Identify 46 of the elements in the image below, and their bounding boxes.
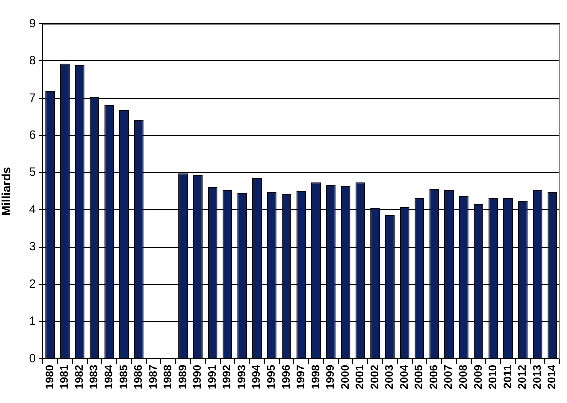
- y-axis-title: Milliards: [0, 166, 14, 216]
- x-tick-label: 1981: [59, 365, 72, 390]
- y-tick-label: 8: [29, 54, 36, 68]
- x-tick-label: 1995: [266, 365, 278, 390]
- y-tick-label: 4: [29, 202, 36, 216]
- x-tick-label: 1996: [280, 365, 293, 390]
- x-tick-label: 2005: [414, 365, 426, 390]
- x-tick-label: 2000: [340, 365, 352, 390]
- x-tick-label: 2006: [428, 365, 440, 390]
- x-tick-label: 2013: [532, 365, 544, 390]
- x-tick-label: 2010: [488, 365, 500, 390]
- x-tick-label: 2012: [517, 365, 530, 390]
- x-tick-label: 1991: [206, 365, 219, 390]
- x-tick-label: 2011: [502, 365, 514, 389]
- x-tick-label: 1988: [162, 365, 175, 390]
- x-tick-label: 2008: [458, 365, 470, 390]
- x-tick-label: 1980: [44, 365, 56, 390]
- x-tick-label: 1985: [118, 365, 130, 390]
- x-tick-label: 1994: [251, 364, 264, 390]
- x-tick-label: 1990: [192, 365, 204, 390]
- x-tick-label: 1998: [310, 365, 322, 390]
- x-tick-label: 1999: [325, 365, 338, 390]
- x-tick-label: 1986: [133, 365, 146, 390]
- x-tick-label: 2004: [398, 364, 411, 390]
- x-tick-label: 2003: [384, 365, 396, 390]
- y-tick-label: 1: [29, 314, 36, 328]
- y-tick-label: 7: [29, 90, 36, 105]
- x-tick-label: 2007: [443, 365, 456, 390]
- y-tick-label: 9: [29, 16, 36, 30]
- y-tick-label: 6: [29, 128, 36, 142]
- x-tick-label: 1997: [296, 365, 308, 390]
- x-tick-label: 1992: [222, 365, 234, 390]
- x-tick-label: 1987: [148, 365, 160, 390]
- x-tick-label: 2001: [354, 365, 367, 390]
- y-tick-label: 3: [29, 240, 36, 254]
- x-tick-label: 2009: [472, 365, 485, 390]
- x-tick-label: 1984: [104, 364, 116, 390]
- y-tick-label: 5: [29, 165, 36, 180]
- x-tick-label: 1993: [236, 365, 248, 390]
- x-tick-label: 1983: [88, 365, 101, 390]
- y-tick-label: 2: [29, 276, 36, 291]
- x-tick-label: 1982: [74, 365, 86, 390]
- x-tick-label: 1989: [177, 365, 190, 390]
- y-tick-label: 0: [29, 351, 36, 366]
- x-tick-label: 2014: [546, 364, 559, 390]
- x-tick-label: 2002: [369, 365, 382, 390]
